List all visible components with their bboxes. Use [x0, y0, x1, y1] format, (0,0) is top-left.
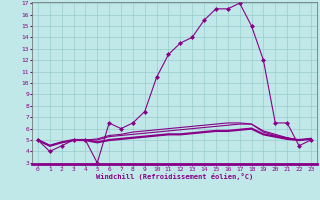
X-axis label: Windchill (Refroidissement éolien,°C): Windchill (Refroidissement éolien,°C)	[96, 173, 253, 180]
